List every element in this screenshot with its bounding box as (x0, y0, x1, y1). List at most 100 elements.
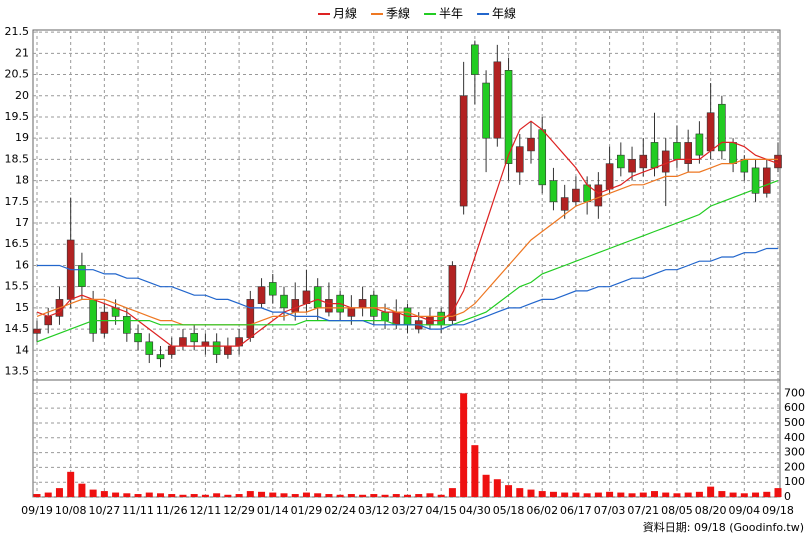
candle-body (762, 167, 771, 194)
price-panel (32, 29, 781, 381)
candle-body (617, 154, 625, 169)
candle-body (44, 316, 53, 326)
candle-body (706, 112, 715, 152)
volume-bar (763, 491, 771, 497)
candle-body (493, 61, 502, 139)
candle-body (549, 180, 558, 203)
candle-body (325, 299, 333, 313)
candle-body (179, 337, 187, 347)
candle-body (527, 137, 535, 152)
candle-body (89, 299, 97, 334)
candle-body (100, 311, 109, 334)
volume-bar (235, 494, 243, 497)
x-tick-label: 02/24 (324, 504, 356, 517)
candle-body (201, 341, 210, 347)
y-tick-label: 21 (15, 46, 29, 59)
x-tick-label: 09/18 (762, 504, 794, 517)
volume-bar (179, 494, 187, 497)
volume-bar (740, 493, 748, 497)
volume-bar (527, 489, 535, 497)
candle-body (448, 265, 457, 321)
candle-body (268, 282, 277, 296)
candle-body (515, 146, 524, 173)
candle-body (167, 345, 176, 355)
x-tick-label: 11/11 (122, 504, 154, 517)
candle-body (156, 354, 165, 360)
candle-body (560, 197, 569, 211)
candle-body (718, 103, 726, 152)
volume-bar (224, 494, 232, 497)
volume-bar (168, 494, 176, 497)
candle-body (280, 294, 288, 309)
volume-bar (538, 491, 546, 497)
volume-bar (606, 491, 614, 497)
candle-body (572, 188, 580, 203)
x-tick-label: 05/18 (493, 504, 525, 517)
volume-bar (662, 492, 670, 497)
volume-bar (201, 494, 209, 497)
ma-line (37, 247, 778, 330)
candle-body (650, 142, 659, 169)
candle-body (628, 159, 636, 173)
volume-bar (314, 493, 322, 497)
volume-bar (359, 494, 367, 497)
candle-body (751, 167, 760, 194)
volume-bar (628, 493, 636, 497)
candle-body (740, 159, 749, 173)
x-tick-label: 09/04 (728, 504, 760, 517)
x-tick-label: 04/30 (459, 504, 491, 517)
candle-body (538, 129, 547, 186)
candle-body (459, 95, 468, 207)
volume-bar (549, 491, 557, 497)
x-tick-label: 01/29 (291, 504, 323, 517)
volume-bar (639, 492, 647, 497)
volume-tick-label: 0 (784, 490, 791, 503)
volume-bar (44, 492, 52, 497)
volume-bar (392, 494, 400, 497)
volume-bar (67, 471, 75, 497)
volume-bar (112, 492, 120, 497)
volume-bar (280, 493, 288, 497)
y-tick-label: 20.5 (5, 68, 30, 81)
x-tick-label: 07/21 (627, 504, 659, 517)
volume-bar (774, 488, 782, 497)
candle-body (33, 328, 41, 334)
volume-tick-label: 400 (784, 431, 805, 444)
volume-bar (493, 479, 501, 497)
volume-tick-label: 600 (784, 401, 805, 414)
candle-body (661, 150, 670, 173)
y-tick-label: 14 (15, 343, 29, 356)
candle-body (246, 299, 255, 338)
x-tick-label: 10/08 (55, 504, 87, 517)
candle-body (78, 265, 86, 287)
volume-bar (269, 492, 277, 497)
volume-bar (594, 492, 602, 497)
candle-body (134, 333, 142, 343)
volume-bar (325, 494, 333, 497)
y-tick-label: 18 (15, 174, 29, 187)
y-tick-label: 17.5 (5, 195, 30, 208)
x-tick-label: 03/27 (392, 504, 424, 517)
x-tick-label: 06/17 (560, 504, 592, 517)
x-tick-label: 07/03 (594, 504, 626, 517)
volume-bar (381, 494, 389, 497)
volume-bar (336, 494, 344, 497)
candle-body (482, 82, 490, 139)
candle-body (381, 311, 389, 321)
y-tick-label: 15.5 (5, 280, 30, 293)
volume-bar (415, 494, 423, 497)
volume-bar (684, 492, 692, 497)
volume-bar (291, 494, 299, 497)
volume-bar (370, 494, 378, 497)
legend-label: 半年 (439, 7, 463, 21)
x-tick-label: 12/11 (190, 504, 222, 517)
candle-body (605, 163, 614, 190)
x-tick-label: 03/12 (358, 504, 390, 517)
volume-bar (437, 494, 445, 497)
volume-bar (651, 491, 658, 497)
candle-body (190, 333, 198, 343)
volume-bar (246, 491, 254, 497)
volume-bar (729, 492, 737, 497)
candle-body (729, 142, 737, 164)
volume-bar (617, 492, 625, 497)
